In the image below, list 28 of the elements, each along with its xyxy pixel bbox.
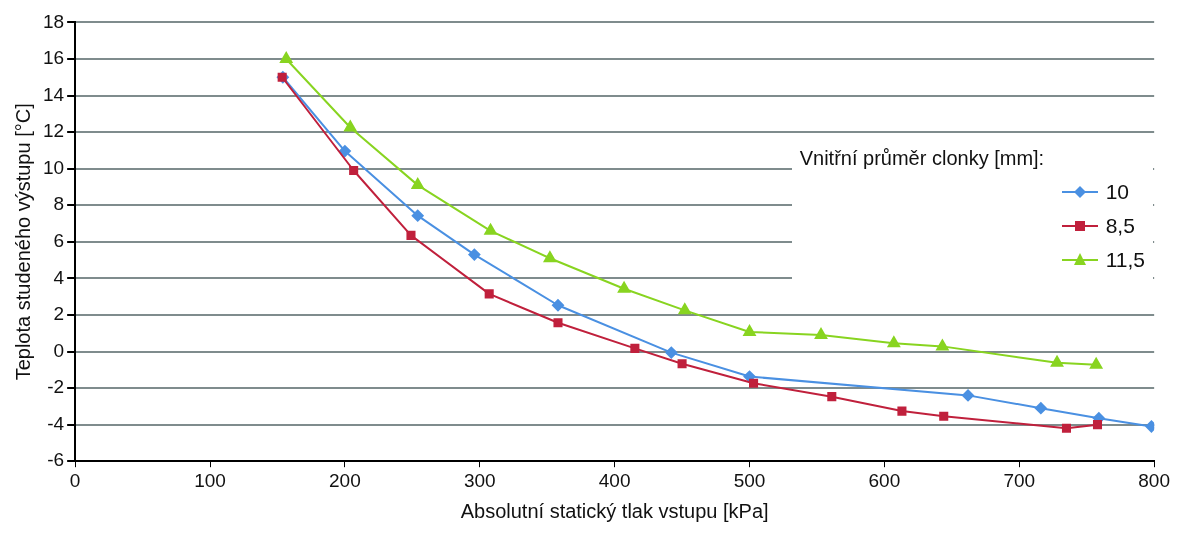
y-tick-label: 18 bbox=[42, 10, 65, 32]
y-tick-label: 10 bbox=[42, 156, 65, 178]
x-tick-label: 0 bbox=[69, 469, 81, 491]
y-tick-label: 4 bbox=[53, 266, 65, 288]
legend-label: 10 bbox=[1105, 180, 1130, 204]
x-tick-label: 800 bbox=[1138, 469, 1170, 491]
y-tick-label: -2 bbox=[47, 376, 65, 398]
y-tick-label: 2 bbox=[53, 303, 65, 325]
y-tick-label: 14 bbox=[42, 83, 65, 105]
legend-label: 8,5 bbox=[1105, 214, 1135, 238]
legend-title: Vnitřní průměr clonky [mm]: bbox=[799, 147, 1046, 170]
x-tick-label: 500 bbox=[733, 469, 766, 491]
x-axis-title: Absolutní statický tlak vstupu [kPa] bbox=[460, 499, 769, 522]
x-tick-label: 600 bbox=[868, 469, 901, 491]
x-tick-label: 300 bbox=[463, 469, 496, 491]
x-tick-label: 200 bbox=[329, 469, 361, 491]
y-tick-label: 12 bbox=[42, 120, 65, 142]
legend-label: 11,5 bbox=[1105, 248, 1145, 272]
x-tick-label: 400 bbox=[598, 469, 631, 491]
y-axis-title: Teplota studeného výstupu [°C] bbox=[11, 103, 34, 381]
y-tick-label: 16 bbox=[42, 47, 65, 69]
y-tick-label: 0 bbox=[53, 339, 65, 361]
x-tick-label: 700 bbox=[1003, 469, 1036, 491]
x-tick-label: 100 bbox=[194, 469, 226, 491]
y-tick-label: -6 bbox=[47, 449, 65, 471]
y-tick-label: 8 bbox=[53, 193, 65, 215]
y-tick-label: 6 bbox=[53, 230, 65, 252]
y-tick-label: -4 bbox=[47, 412, 65, 434]
